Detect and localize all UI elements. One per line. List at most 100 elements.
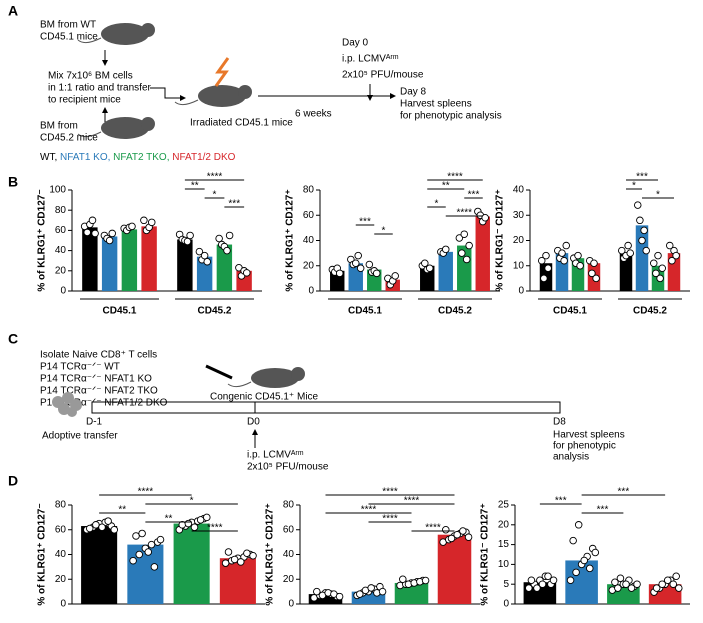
data-point — [378, 587, 387, 596]
label: Harvest spleens — [400, 99, 472, 110]
data-point — [447, 534, 456, 543]
bar — [420, 265, 435, 291]
data-point — [592, 274, 600, 283]
data-point — [525, 584, 533, 592]
group-label: CD45.1 — [553, 306, 587, 317]
data-point — [666, 241, 674, 250]
bar — [619, 253, 633, 291]
data-point — [104, 517, 112, 525]
data-point — [88, 216, 97, 225]
data-point — [616, 574, 625, 583]
label: 6 weeks — [295, 109, 332, 120]
label: for phenotypic — [553, 441, 616, 452]
y-tick-label: 40 — [55, 549, 67, 560]
data-point — [636, 216, 644, 225]
data-point — [200, 251, 209, 260]
data-point — [356, 590, 364, 598]
significance-label: ** — [165, 514, 173, 525]
data-point — [140, 216, 148, 225]
y-tick-label: 5 — [503, 579, 509, 590]
y-tick-label: 0 — [288, 599, 294, 610]
label: D0 — [247, 417, 260, 428]
data-point — [184, 519, 193, 528]
data-point — [654, 251, 662, 260]
data-point — [538, 256, 546, 265]
data-point — [640, 226, 648, 235]
label: Congenic CD45.1⁺ Mice — [210, 392, 319, 403]
data-point — [391, 272, 399, 280]
y-tick-label: 80 — [55, 205, 67, 216]
label: for phenotypic analysis — [400, 111, 502, 122]
genotype: NFAT2 TKO, — [113, 152, 172, 163]
data-point — [672, 572, 680, 581]
y-tick-label: 20 — [303, 260, 315, 271]
data-point — [538, 580, 547, 588]
data-point — [243, 549, 251, 558]
label: D-1 — [86, 417, 103, 428]
data-point — [527, 576, 536, 584]
label: Day 8 — [400, 87, 427, 98]
data-point — [460, 230, 469, 238]
data-point — [459, 527, 467, 535]
y-tick-label: 0 — [518, 286, 524, 297]
data-point — [132, 532, 140, 540]
data-point — [221, 559, 230, 567]
data-point — [195, 247, 204, 256]
y-axis-label: % of KLRG1⁺ CD127⁻ — [37, 503, 48, 605]
data-point — [237, 558, 245, 566]
genotype: NFAT1 KO, — [60, 152, 113, 163]
significance-label: **** — [447, 172, 463, 183]
data-point — [365, 260, 374, 269]
y-tick-label: 100 — [49, 185, 66, 196]
genotype: P14 TCRα⁻ᐟ⁻ NFAT1 KO — [40, 374, 152, 385]
data-point — [335, 592, 344, 601]
data-point — [544, 572, 552, 581]
group-label: CD45.1 — [348, 306, 382, 317]
data-point — [658, 580, 666, 588]
bar — [308, 594, 343, 604]
significance-label: * — [632, 181, 636, 192]
data-point — [656, 274, 664, 283]
y-axis-label: % of KLRG1⁺ CD127⁺ — [265, 503, 276, 605]
irradiation-icon — [214, 57, 230, 87]
data-point — [356, 264, 365, 273]
y-tick-label: 60 — [303, 210, 315, 221]
bar — [121, 229, 138, 291]
data-point — [421, 259, 429, 267]
data-point — [372, 269, 381, 278]
y-tick-label: 60 — [55, 225, 67, 236]
significance-label: *** — [636, 172, 648, 183]
panel-label: B — [8, 174, 18, 190]
data-point — [190, 523, 199, 532]
y-tick-label: 20 — [55, 574, 67, 585]
bar — [141, 226, 157, 291]
data-point — [129, 556, 137, 565]
significance-label: **** — [456, 208, 472, 219]
data-point — [335, 269, 344, 278]
data-point — [464, 533, 473, 541]
bar — [177, 239, 193, 291]
data-point — [455, 234, 464, 242]
data-point — [354, 251, 362, 260]
label: Day 0 — [342, 38, 369, 49]
significance-label: * — [382, 226, 386, 237]
significance-label: *** — [597, 505, 609, 516]
label: CD45.1 mice — [40, 32, 98, 43]
data-point — [367, 584, 375, 592]
data-point — [98, 523, 106, 532]
y-tick-label: 20 — [55, 265, 67, 276]
data-point — [562, 241, 570, 250]
data-point — [105, 236, 114, 245]
y-axis-label: % of KLRG1⁻ CD127⁺ — [480, 503, 491, 605]
data-point — [574, 251, 582, 260]
label: i.p. LCMVᴬʳᵐ — [342, 54, 399, 65]
data-point — [576, 262, 584, 270]
y-axis-label: % of KLRG1⁺ CD127⁻ — [37, 189, 48, 291]
data-point — [650, 259, 658, 267]
significance-label: ** — [191, 181, 199, 192]
data-point — [150, 563, 159, 571]
bar — [635, 225, 649, 291]
label: Isolate Naive CD8⁺ T cells — [40, 350, 157, 361]
genotype-legend: WT, NFAT1 KO, NFAT2 TKO, NFAT1/2 DKO — [40, 152, 236, 163]
y-tick-label: 10 — [513, 260, 525, 271]
